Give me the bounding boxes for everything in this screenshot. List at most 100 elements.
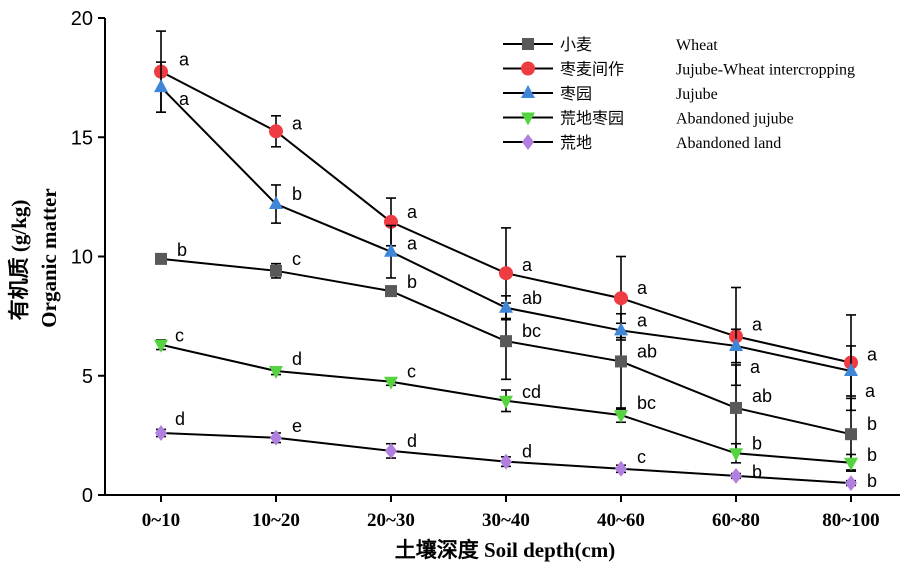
significance-letter: a <box>179 50 190 70</box>
legend-label-cn: 小麦 <box>560 35 592 54</box>
data-point <box>154 339 168 353</box>
data-point <box>385 442 397 459</box>
legend-label-en: Wheat <box>676 37 718 54</box>
data-point <box>729 448 743 462</box>
significance-letter: a <box>292 113 303 133</box>
y-axis-title-cn: 有机质 (g/kg) <box>7 200 31 321</box>
data-point <box>385 285 397 298</box>
y-axis-title-en: Organic matter <box>37 188 61 327</box>
significance-letter: a <box>407 202 418 222</box>
legend: 小麦 Wheat 枣麦间作 Jujube-Wheat intercropping 枣园 J… <box>503 35 855 152</box>
significance-letter: a <box>865 381 876 401</box>
legend-label-en: Jujube-Wheat intercropping <box>676 62 855 79</box>
y-tick-label: 5 <box>82 366 93 388</box>
significance-letter: b <box>407 272 417 292</box>
significance-letter: ab <box>522 288 542 308</box>
significance-letter: a <box>867 345 878 365</box>
series-wheat <box>155 252 857 471</box>
data-point <box>155 252 167 265</box>
significance-letter: c <box>175 326 184 346</box>
data-point <box>154 79 168 93</box>
data-point <box>730 401 742 414</box>
legend-marker <box>521 85 535 98</box>
significance-letter: ab <box>752 386 772 406</box>
significance-letter: e <box>292 416 302 436</box>
legend-label-en: Jujube <box>676 86 718 103</box>
significance-letter: a <box>179 89 190 109</box>
y-tick-label: 20 <box>71 8 93 30</box>
significance-letter: b <box>867 414 877 434</box>
data-point <box>500 335 512 348</box>
significance-letter: b <box>867 471 877 491</box>
significance-letter: b <box>752 433 762 453</box>
significance-letter: d <box>407 431 417 451</box>
x-tick-label: 10~20 <box>252 510 300 531</box>
x-tick-label: 40~60 <box>597 510 645 531</box>
data-point <box>615 355 627 368</box>
data-point <box>729 337 743 351</box>
significance-letter: bc <box>637 393 656 413</box>
legend-label-en: Abandoned land <box>676 135 781 152</box>
significance-letter: c <box>407 362 416 382</box>
data-point <box>155 424 167 441</box>
significance-letter: a <box>750 357 761 377</box>
significance-letter: a <box>637 278 648 298</box>
significance-letter: bc <box>522 321 541 341</box>
series-jujube <box>154 61 858 397</box>
legend-label-en: Abandoned jujube <box>676 111 794 128</box>
legend-label-cn: 枣园 <box>560 84 592 103</box>
legend-label-cn: 枣麦间作 <box>560 60 624 79</box>
data-point <box>269 365 283 379</box>
data-point <box>844 362 858 376</box>
significance-letter: cd <box>522 382 541 402</box>
legend-label-cn: 荒地枣园 <box>560 109 624 128</box>
x-tick-label: 80~100 <box>822 510 879 531</box>
data-point <box>845 428 857 441</box>
significance-letter: c <box>637 447 646 467</box>
x-tick-label: 0~10 <box>142 510 180 531</box>
series-layer <box>154 30 858 492</box>
x-tick-label: 60~80 <box>712 510 760 531</box>
data-point <box>844 457 858 471</box>
x-axis-title: 土壤深度 Soil depth(cm) <box>395 538 616 562</box>
significance-letter: a <box>752 314 763 334</box>
data-point <box>384 243 398 257</box>
significance-letter: b <box>867 445 877 465</box>
significance-letter: b <box>177 240 187 260</box>
x-tick-label: 30~40 <box>482 510 530 531</box>
significance-letter: a <box>522 255 533 275</box>
data-point <box>615 460 627 477</box>
series-abandoned-jujube <box>154 339 858 472</box>
x-tick-label: 20~30 <box>367 510 415 531</box>
legend-marker <box>521 61 535 76</box>
data-point <box>614 410 628 424</box>
data-point <box>270 264 282 277</box>
significance-letter: d <box>522 442 532 462</box>
legend-marker <box>522 38 534 50</box>
significance-letter: c <box>292 249 301 269</box>
data-point <box>730 467 742 484</box>
significance-letter: b <box>292 184 302 204</box>
data-point <box>499 395 513 409</box>
data-point <box>269 124 283 139</box>
significance-letter: d <box>175 409 185 429</box>
significance-letter: b <box>752 462 762 482</box>
legend-marker <box>521 112 535 126</box>
series-abandoned-land <box>155 424 857 492</box>
legend-label-cn: 荒地 <box>560 133 592 152</box>
data-point <box>614 291 628 306</box>
data-point <box>499 266 513 281</box>
data-point <box>500 453 512 470</box>
y-tick-label: 10 <box>71 247 93 269</box>
significance-letter: a <box>407 234 418 254</box>
legend-marker <box>522 134 534 150</box>
y-tick-label: 0 <box>82 485 93 507</box>
y-tick-label: 15 <box>71 127 93 149</box>
significance-letter: a <box>637 310 648 330</box>
significance-letter: ab <box>637 341 657 361</box>
data-point <box>614 322 628 336</box>
data-point <box>384 376 398 390</box>
